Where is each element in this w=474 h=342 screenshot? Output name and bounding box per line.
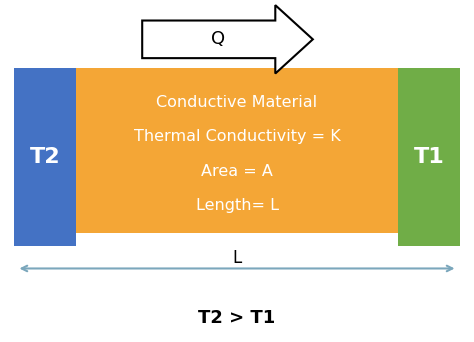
Text: Q: Q (211, 30, 225, 48)
Text: T2 > T1: T2 > T1 (199, 309, 275, 327)
Text: L: L (232, 249, 242, 267)
Bar (398, 68, 460, 246)
Text: T1: T1 (414, 147, 444, 167)
Bar (76, 68, 398, 233)
Text: T2: T2 (30, 147, 60, 167)
Text: Length= L: Length= L (195, 198, 279, 213)
Polygon shape (142, 5, 313, 74)
Text: Conductive Material: Conductive Material (156, 95, 318, 110)
Text: Area = A: Area = A (201, 163, 273, 179)
Text: Thermal Conductivity = K: Thermal Conductivity = K (134, 129, 340, 144)
Bar (14, 68, 76, 246)
